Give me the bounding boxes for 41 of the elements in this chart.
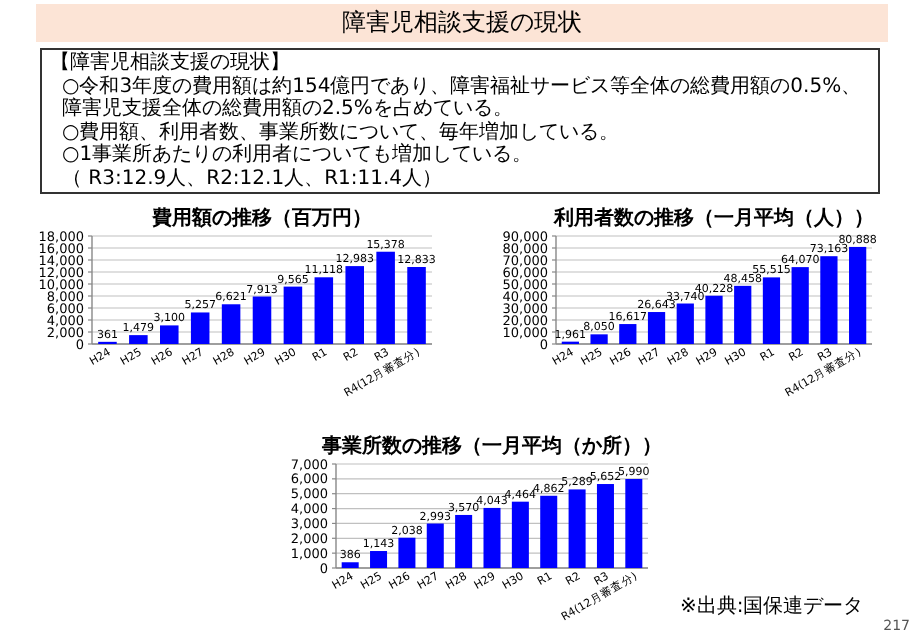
bar bbox=[849, 246, 867, 344]
chart-title: 費用額の推移（百万円） bbox=[150, 206, 372, 230]
bar bbox=[791, 267, 809, 344]
bar bbox=[398, 537, 416, 568]
bar bbox=[407, 267, 426, 344]
bar bbox=[341, 562, 359, 568]
bar bbox=[676, 303, 694, 344]
bar bbox=[190, 312, 210, 344]
bar bbox=[540, 495, 558, 568]
bar bbox=[511, 501, 529, 568]
bar bbox=[283, 286, 303, 344]
bar bbox=[596, 484, 614, 568]
bar bbox=[820, 256, 838, 344]
bar bbox=[705, 295, 723, 344]
bar bbox=[483, 507, 501, 568]
bar bbox=[221, 304, 241, 344]
text: 障害児相談支援の現状 bbox=[36, 4, 888, 42]
chart-title: 事業所数の推移（一月平均（か所）） bbox=[320, 434, 662, 458]
bar bbox=[314, 277, 334, 344]
bar bbox=[252, 296, 272, 344]
bar bbox=[734, 285, 752, 344]
text: ○令和3年度の費用額は約154億円であり、障害福祉サービス等全体の総費用額の0.5%、障害児支援全体の総費用額の2.5%を占めている。 bbox=[60, 75, 864, 121]
bar bbox=[376, 251, 395, 344]
bar bbox=[568, 489, 586, 568]
bar bbox=[370, 551, 388, 568]
bar bbox=[426, 523, 444, 568]
text: 【障害児相談支援の現状】 bbox=[50, 52, 292, 75]
bar bbox=[625, 479, 643, 568]
chart-title: 利用者数の推移（一月平均（人）） bbox=[552, 206, 874, 230]
text: ※出典:国保連データ bbox=[680, 594, 864, 618]
text: ○1事業所あたりの利用者についても増加している。 bbox=[60, 144, 535, 167]
text: ○費用額、利用者数、事業所数について、毎年増加している。 bbox=[60, 121, 622, 143]
bar bbox=[619, 324, 637, 344]
bar bbox=[762, 277, 781, 344]
bar bbox=[129, 335, 148, 344]
bar bbox=[590, 334, 608, 344]
text: （ R3:12.9人、R2:12.1人、R1:11.4人） bbox=[60, 167, 445, 190]
bar bbox=[647, 312, 666, 344]
bar bbox=[160, 325, 179, 344]
bar bbox=[455, 514, 473, 568]
bar bbox=[345, 266, 364, 344]
